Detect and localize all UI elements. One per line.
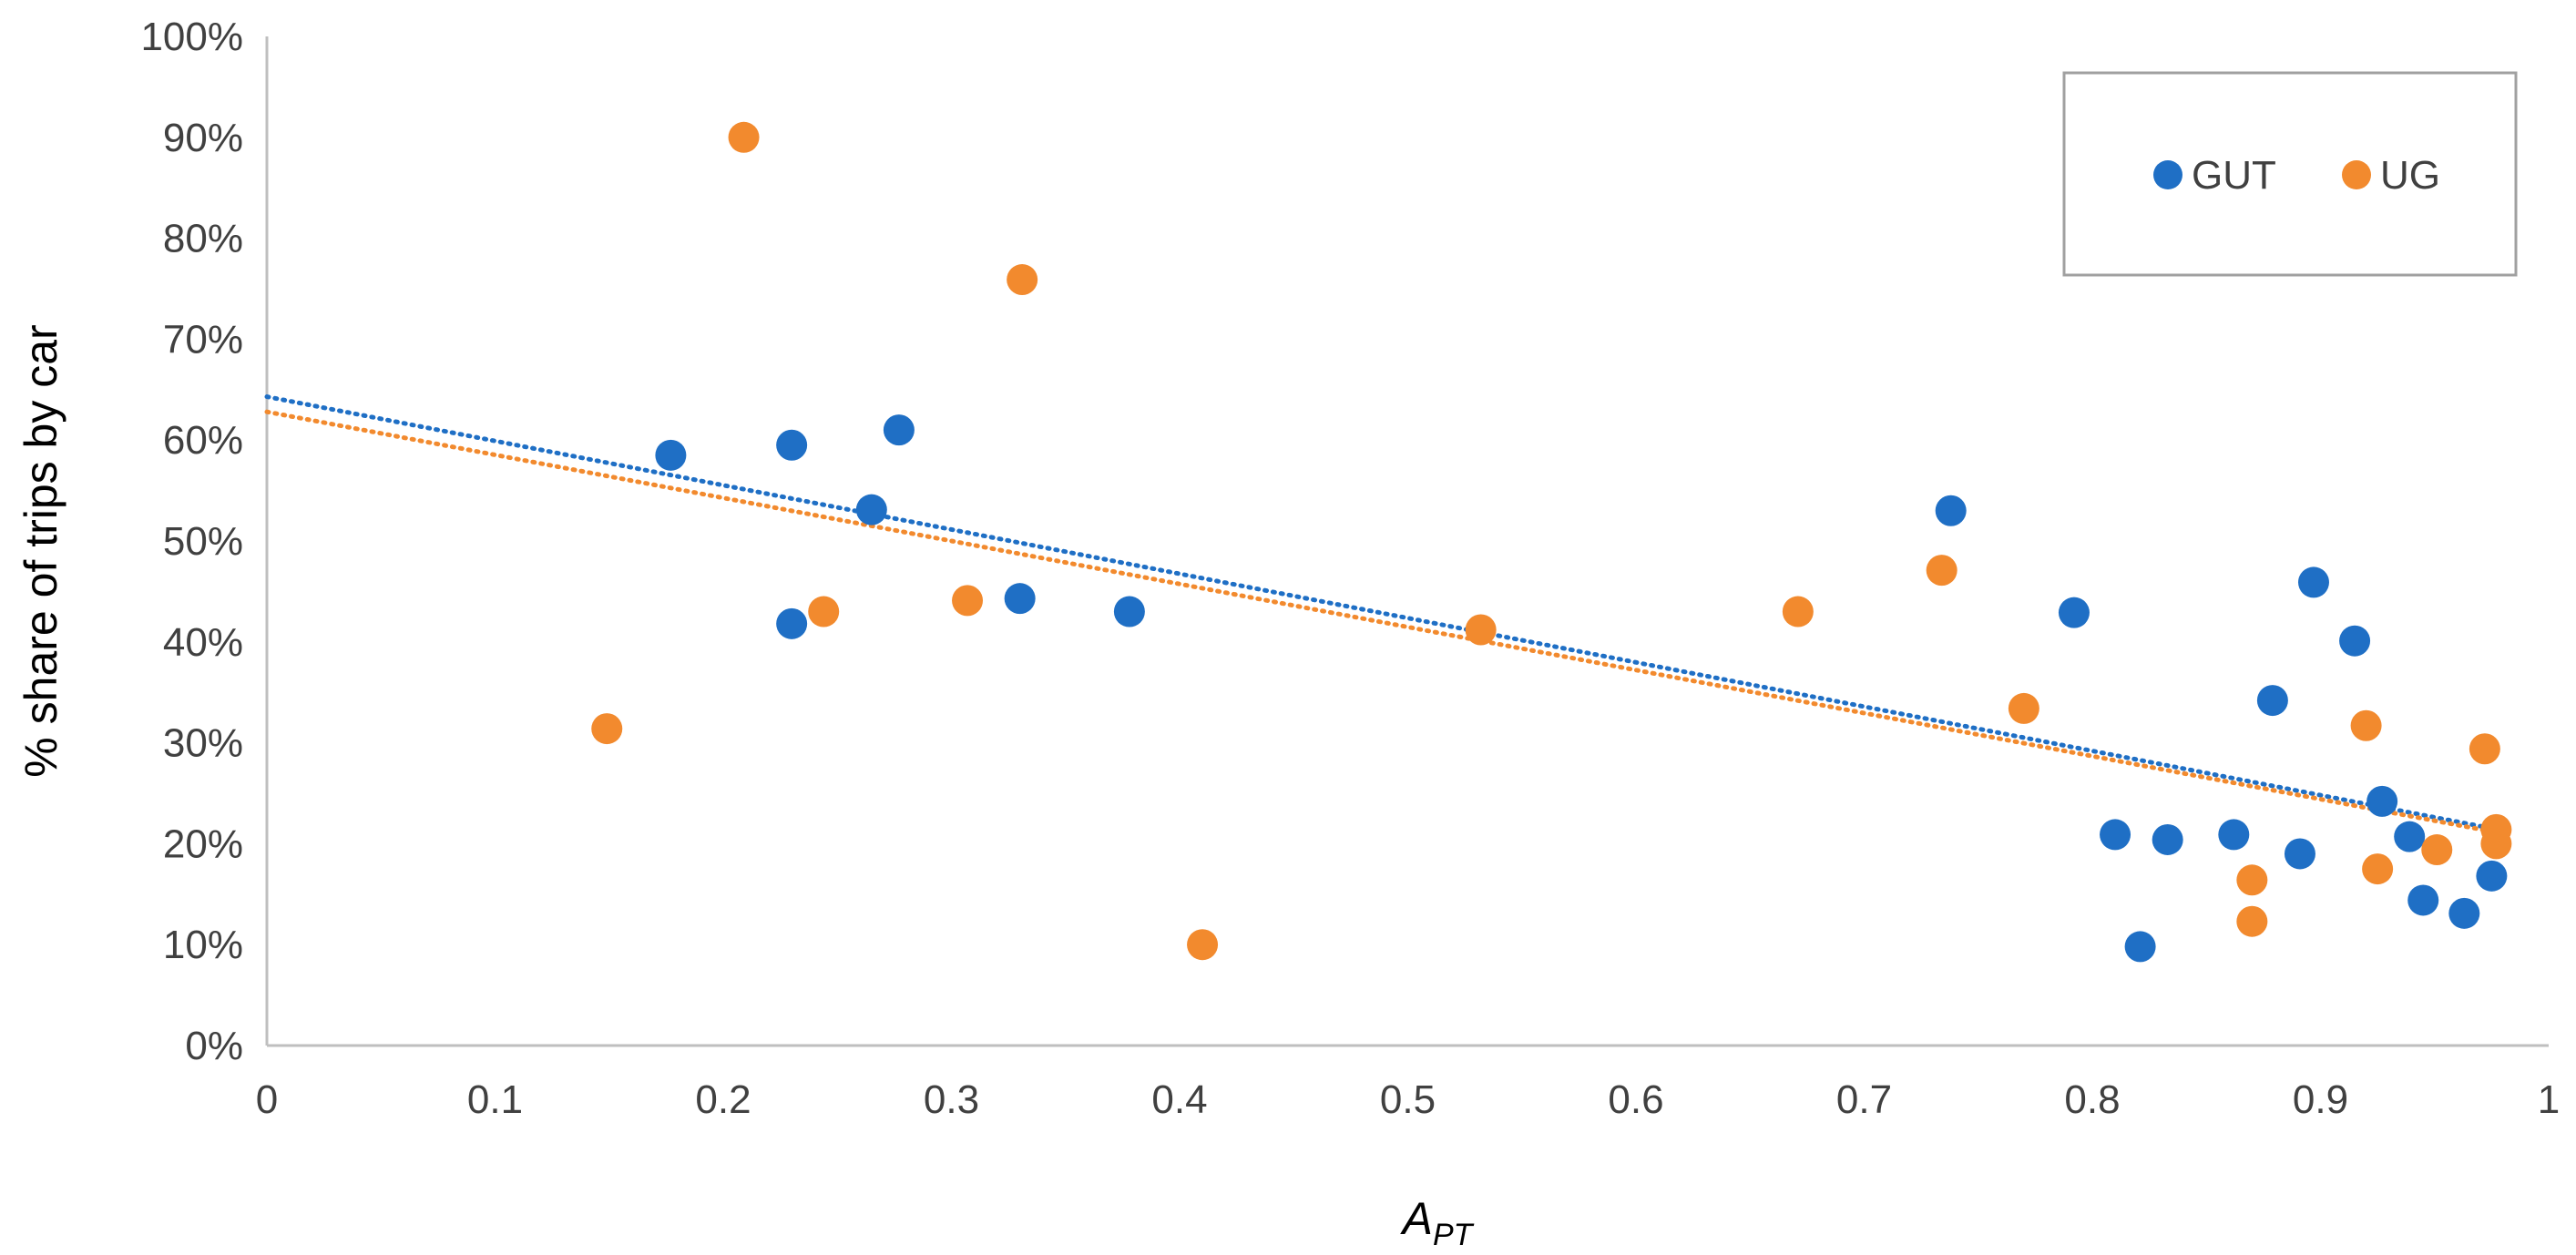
x-tick-label: 0.2 — [695, 1077, 751, 1122]
data-point-ug — [1926, 555, 1958, 587]
data-point-ug — [2008, 692, 2039, 724]
y-axis: 0% 10% 20% 30% 40% 50% 60% 70% 80% 90% 100% — [140, 15, 269, 1068]
data-point-gut — [1004, 583, 1036, 615]
data-point-ug — [2362, 853, 2394, 885]
data-point-ug — [1187, 929, 1219, 961]
data-point-gut — [655, 439, 687, 471]
x-tick-label: 0.8 — [2064, 1077, 2120, 1122]
data-point-gut — [1935, 495, 1967, 526]
data-point-ug — [952, 585, 984, 617]
data-point-gut — [2407, 884, 2439, 916]
data-point-ug — [2236, 905, 2268, 937]
data-point-gut — [1113, 596, 1145, 628]
data-point-gut — [776, 429, 808, 461]
data-point-ug — [2350, 709, 2382, 741]
x-axis: 0 0.1 0.2 0.3 0.4 0.5 0.6 0.7 0.8 0.9 1 — [256, 1044, 2560, 1122]
data-point-gut — [2394, 821, 2426, 852]
y-tick-label: 60% — [163, 418, 243, 463]
x-tick-label: 0.6 — [1608, 1077, 1663, 1122]
y-tick-label: 70% — [163, 317, 243, 362]
y-tick-label: 10% — [163, 923, 243, 967]
data-point-ug — [2236, 864, 2268, 896]
trendline-gut — [264, 394, 2506, 833]
data-point-gut — [855, 494, 887, 525]
legend-box — [2062, 71, 2518, 277]
y-tick-label: 90% — [163, 116, 243, 160]
x-tick-label: 0.4 — [1151, 1077, 1207, 1122]
y-tick-label: 40% — [163, 620, 243, 665]
x-tick-label: 1 — [2538, 1077, 2560, 1122]
data-point-ug — [591, 713, 623, 745]
x-tick-label: 0.3 — [924, 1077, 979, 1122]
data-point-gut — [2058, 597, 2090, 628]
data-points — [591, 121, 2512, 963]
data-point-ug — [2421, 834, 2453, 866]
x-axis-title-main: A — [1400, 1193, 1433, 1244]
data-point-gut — [2218, 819, 2250, 851]
x-axis-title: APT — [1400, 1193, 1475, 1252]
data-point-ug — [1465, 614, 1497, 646]
legend-marker-ug — [2342, 160, 2371, 189]
data-point-ug — [2469, 733, 2500, 765]
legend-marker-gut — [2153, 160, 2182, 189]
data-point-gut — [2448, 897, 2480, 929]
data-point-ug — [1007, 264, 1038, 296]
x-tick-label: 0.9 — [2293, 1077, 2348, 1122]
data-point-ug — [2480, 828, 2512, 860]
trendline-ug — [264, 409, 2506, 836]
y-tick-label: 50% — [163, 519, 243, 564]
legend: GUT UG — [2062, 71, 2518, 277]
data-point-gut — [2366, 785, 2398, 817]
data-point-ug — [808, 596, 840, 628]
x-axis-title-subscript: PT — [1433, 1218, 1475, 1252]
y-tick-label: 0% — [185, 1024, 243, 1068]
legend-label-gut: GUT — [2192, 153, 2276, 198]
y-tick-label: 80% — [163, 217, 243, 261]
x-tick-label: 0.7 — [1836, 1077, 1892, 1122]
series-ug — [591, 121, 2512, 961]
x-tick-label: 0.5 — [1380, 1077, 1436, 1122]
data-point-gut — [2297, 566, 2329, 598]
y-tick-label: 20% — [163, 821, 243, 866]
data-point-ug — [728, 121, 760, 153]
series-gut — [655, 414, 2508, 963]
y-axis-title: % share of trips by car — [15, 324, 66, 777]
data-point-gut — [2284, 838, 2315, 870]
data-point-gut — [2124, 931, 2156, 963]
data-point-gut — [2100, 819, 2131, 851]
x-tick-label: 0.1 — [467, 1077, 523, 1122]
x-tick-label: 0 — [256, 1077, 278, 1122]
data-point-gut — [2476, 860, 2508, 892]
data-point-gut — [2256, 685, 2288, 717]
data-point-ug — [1782, 596, 1814, 628]
data-point-gut — [2339, 625, 2371, 657]
trendlines — [264, 394, 2506, 836]
data-point-gut — [776, 607, 808, 639]
y-tick-label: 30% — [163, 721, 243, 766]
y-tick-label: 100% — [140, 15, 243, 59]
data-point-gut — [2152, 823, 2183, 855]
legend-label-ug: UG — [2380, 153, 2440, 198]
data-point-gut — [883, 414, 915, 446]
